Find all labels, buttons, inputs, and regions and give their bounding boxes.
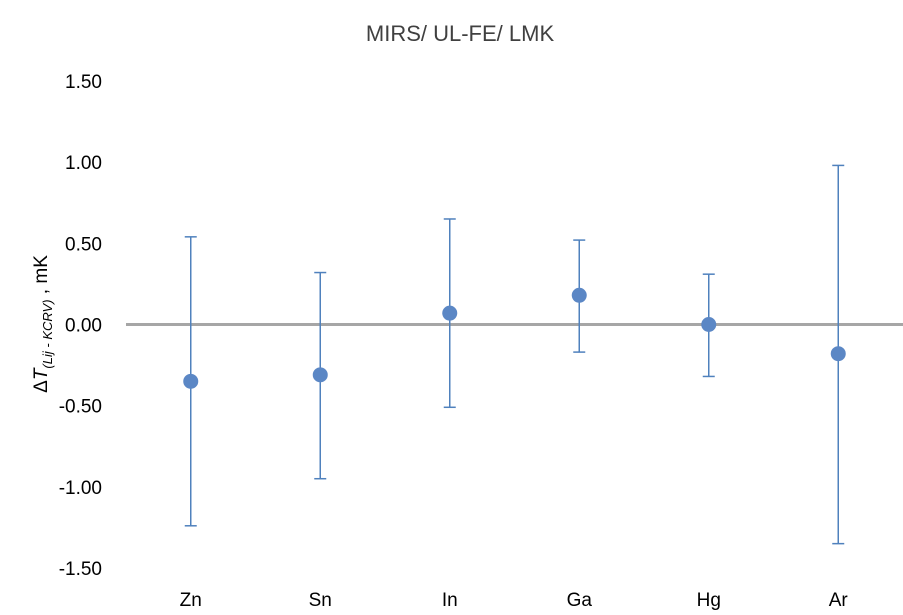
data-point [312,367,328,383]
x-tick-label: Zn [180,590,202,611]
x-tick-labels: Zn Sn In Ga Hg Ar [180,590,849,611]
data-point [183,373,199,389]
x-tick-label: In [442,590,458,611]
y-tick-label: -1.50 [59,559,102,580]
data-point [571,287,587,303]
y-tick-label: 0.50 [65,234,102,255]
y-tick-label: -0.50 [59,397,102,418]
x-tick-label: Ar [829,590,849,611]
x-tick-label: Ga [567,590,593,611]
chart-title: MIRS/ UL-FE/ LMK [366,21,555,46]
x-tick-label: Hg [697,590,721,611]
x-tick-label: Sn [309,590,332,611]
y-tick-label: 1.00 [65,153,102,174]
data-point [830,346,846,362]
y-tick-label: 1.50 [65,72,102,93]
data-series [183,164,846,545]
data-point [701,317,717,332]
y-axis-label: ΔT(Lij - KCRV) , mK [31,255,55,393]
y-tick-labels: 1.50 1.00 0.50 0.00 -0.50 -1.00 -1.50 [59,72,102,580]
y-tick-label: 0.00 [65,316,102,337]
data-point [442,305,458,321]
y-tick-label: -1.00 [59,478,102,499]
